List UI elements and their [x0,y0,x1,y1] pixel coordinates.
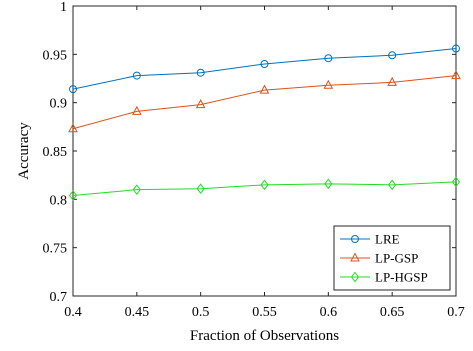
data-point [451,70,461,80]
y-tick-label: 0.75 [43,242,68,257]
y-tick-label: 0.7 [50,290,68,305]
x-axis-title: Fraction of Observations [190,328,339,344]
legend-item: LP-GSP [340,251,418,266]
y-tick-label: 0.85 [43,145,68,160]
series-line [72,48,457,90]
series-layer [68,44,461,201]
legend-item: LP-HGSP [340,270,428,285]
x-tick-label: 0.45 [125,305,150,320]
legend-marker [351,235,359,243]
data-point [68,123,78,133]
y-tick-label: 0.9 [50,97,68,112]
axis-ticks: 0.4 0.45 0.5 0.55 0.6 0.65 0.7 0.7 0.75 0.8 0.85 0.… [43,0,465,320]
legend-label: LP-GSP [375,251,418,266]
data-point [388,179,397,191]
data-point [196,68,205,77]
data-point [196,183,205,195]
x-tick-label: 0.65 [380,305,405,320]
legend-marker [350,271,360,283]
data-point [259,84,270,94]
series-lre [69,44,460,94]
data-point [323,79,334,89]
x-tick-label: 0.5 [192,305,210,320]
y-tick-label: 0.8 [50,193,68,208]
series-lp-gsp [68,70,461,133]
x-tick-label: 0.55 [252,305,277,320]
legend-label: LRE [375,232,400,247]
data-point [451,176,461,188]
series-line [72,181,457,196]
y-tick-label: 0.95 [43,48,68,63]
legend: LRE LP-GSP LP-HGSP [333,225,451,291]
y-axis-title: Accuracy [16,122,32,180]
data-point [260,60,269,68]
series-line [72,75,457,130]
series-lp-hgsp [68,176,461,201]
legend-label: LP-HGSP [375,270,428,285]
x-tick-label: 0.7 [447,305,465,320]
data-point [132,71,141,80]
data-point [388,51,397,60]
data-point [68,190,78,201]
data-point [324,178,333,190]
data-point [132,184,141,195]
data-point [131,105,142,115]
y-tick-label: 1 [60,0,67,15]
data-point [69,85,77,94]
data-point [387,76,397,86]
legend-marker [350,252,360,262]
data-point [260,179,269,191]
data-point [195,99,206,109]
x-tick-label: 0.6 [320,305,338,320]
data-point [452,44,460,53]
data-point [324,54,333,63]
legend-item: LRE [340,232,400,247]
x-tick-label: 0.4 [64,305,82,320]
